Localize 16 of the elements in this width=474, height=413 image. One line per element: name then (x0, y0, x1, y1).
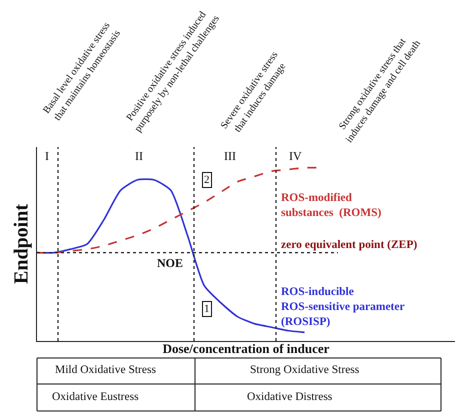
text: Oxidative Distress (247, 391, 333, 403)
ref-line-label: zero equivalent point (ZEP) (281, 239, 418, 251)
series-label: ROS-modified substances (ROMS) (281, 192, 382, 219)
y-axis-title: Endpoint (10, 204, 32, 284)
annotation: 1 (204, 303, 210, 315)
annotation: 2 (204, 174, 210, 186)
series-label: ROS-inducible ROS-sensitive parameter (ROSISP) (281, 286, 405, 328)
text: I (45, 149, 49, 163)
x-axis-title: Dose/concentration of inducer (162, 341, 330, 356)
annotation: NOE (157, 256, 184, 270)
text: Strong Oxidative Stress (250, 364, 360, 376)
text: Oxidative Eustress (52, 391, 140, 403)
text: IV (289, 149, 302, 163)
text: Mild Oxidative Stress (55, 364, 156, 376)
text: II (135, 149, 143, 163)
text: III (224, 149, 236, 163)
